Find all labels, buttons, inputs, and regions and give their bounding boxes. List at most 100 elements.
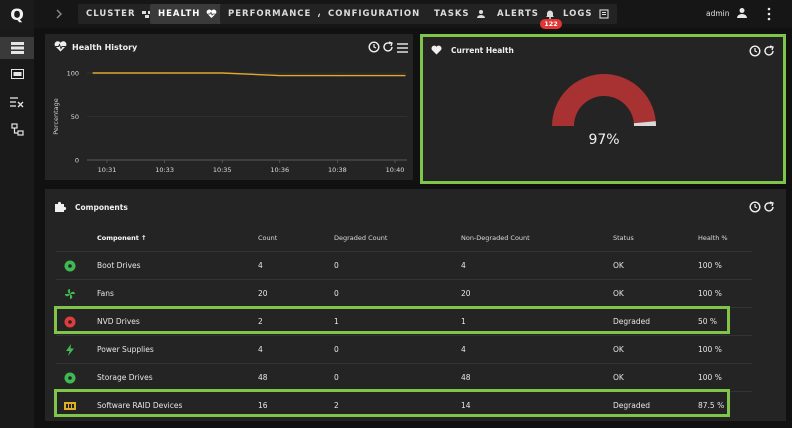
user-icon[interactable] bbox=[736, 7, 748, 19]
y-axis-label: Percentage bbox=[52, 98, 60, 135]
bell-icon bbox=[545, 10, 554, 19]
network-icon bbox=[10, 122, 24, 136]
cell-component: Boot Drives bbox=[97, 261, 141, 270]
cell-status: OK bbox=[613, 289, 624, 298]
y-tick-label: 50 bbox=[71, 113, 79, 121]
cell-count: 16 bbox=[258, 401, 268, 410]
tab-logs[interactable]: LOGS bbox=[555, 4, 618, 24]
cell-non-degraded: 4 bbox=[461, 345, 466, 354]
current-health-panel bbox=[420, 34, 786, 184]
cell-component: Software RAID Devices bbox=[97, 401, 183, 410]
x-tick-label: 10:38 bbox=[328, 166, 347, 174]
tab-cluster[interactable]: CLUSTER bbox=[78, 4, 161, 24]
current-health-gauge bbox=[552, 74, 656, 126]
clock-icon[interactable] bbox=[368, 41, 380, 53]
highlight-software-raid-row bbox=[54, 389, 730, 417]
health-history-panel bbox=[45, 34, 413, 180]
alerts-count-badge[interactable]: 122 bbox=[540, 19, 562, 29]
y-tick-label: 100 bbox=[67, 70, 79, 78]
tab-performance[interactable]: PERFORMANCE bbox=[220, 4, 337, 24]
more-menu-icon[interactable] bbox=[766, 7, 772, 21]
tab-logs-label: LOGS bbox=[563, 9, 593, 19]
cell-health: 100 % bbox=[698, 289, 722, 298]
cell-status: OK bbox=[613, 261, 624, 270]
column-header-component-label: Component bbox=[97, 234, 139, 242]
sidebar-item-network[interactable] bbox=[0, 118, 34, 140]
column-header-component[interactable]: Component ↑ bbox=[97, 234, 147, 242]
column-header-status[interactable]: Status bbox=[613, 234, 634, 242]
list-view-icon bbox=[10, 42, 24, 54]
cell-health: 87.5 % bbox=[698, 401, 725, 410]
cell-health: 100 % bbox=[698, 345, 722, 354]
data-point bbox=[164, 72, 166, 74]
heartbeat-icon bbox=[54, 41, 67, 52]
cell-degraded: 1 bbox=[334, 317, 339, 326]
table-row[interactable]: Power Supplies 4 0 4 OK 100 % bbox=[56, 335, 752, 363]
drive-error-icon bbox=[64, 316, 76, 328]
cell-component: Storage Drives bbox=[97, 373, 153, 382]
clock-icon[interactable] bbox=[749, 201, 761, 213]
cell-component: Power Supplies bbox=[97, 345, 154, 354]
data-point bbox=[221, 72, 223, 74]
username-label[interactable]: admin bbox=[706, 9, 730, 18]
clock-icon[interactable] bbox=[749, 45, 761, 57]
x-tick-label: 10:35 bbox=[213, 166, 232, 174]
cell-health: 100 % bbox=[698, 261, 722, 270]
refresh-icon[interactable] bbox=[763, 201, 775, 213]
top-bar: Q CLUSTER HEALTH PERFORMANCE CONFIGURATI… bbox=[0, 0, 792, 29]
cell-non-degraded: 48 bbox=[461, 373, 471, 382]
cell-degraded: 0 bbox=[334, 373, 339, 382]
table-row[interactable]: Fans 20 0 20 OK 100 % bbox=[56, 279, 752, 307]
cell-component: Fans bbox=[97, 289, 114, 298]
cell-count: 20 bbox=[258, 289, 268, 298]
x-tick-label: 10:31 bbox=[98, 166, 117, 174]
tab-health[interactable]: HEALTH bbox=[150, 4, 226, 24]
cell-health: 100 % bbox=[698, 373, 722, 382]
health-history-line-chart: Percentage 0 50 100 10:31 10:33 10:35 10:36 10:3… bbox=[52, 70, 407, 174]
logs-icon bbox=[599, 9, 610, 19]
table-row[interactable]: Storage Drives 48 0 48 OK 100 % bbox=[56, 363, 752, 391]
x-tick-label: 10:36 bbox=[270, 166, 289, 174]
column-header-count[interactable]: Count bbox=[258, 234, 278, 242]
chevron-right-icon[interactable] bbox=[54, 8, 66, 20]
components-panel bbox=[45, 189, 786, 421]
highlight-nvd-drives-row bbox=[54, 306, 730, 334]
sidebar-item-drives[interactable] bbox=[0, 63, 34, 85]
refresh-icon[interactable] bbox=[763, 45, 775, 57]
cell-degraded: 0 bbox=[334, 289, 339, 298]
table-row[interactable]: Boot Drives 4 0 4 OK 100 % bbox=[56, 251, 752, 279]
cell-count: 4 bbox=[258, 261, 263, 270]
tab-performance-label: PERFORMANCE bbox=[228, 9, 312, 19]
y-tick-label: 0 bbox=[75, 157, 79, 165]
sidebar-item-list-view[interactable] bbox=[0, 37, 34, 59]
refresh-icon[interactable] bbox=[382, 41, 394, 53]
gauge-remainder-arc bbox=[633, 121, 656, 126]
column-header-degraded-count[interactable]: Degraded Count bbox=[334, 234, 388, 242]
data-point bbox=[336, 75, 338, 77]
tab-tasks[interactable]: TASKS bbox=[426, 4, 494, 24]
cell-count: 4 bbox=[258, 345, 263, 354]
hamburger-menu-icon[interactable] bbox=[397, 43, 408, 53]
tab-configuration-label: CONFIGURATION bbox=[328, 9, 421, 19]
cell-non-degraded: 14 bbox=[461, 401, 471, 410]
column-header-health[interactable]: Health % bbox=[698, 234, 728, 242]
column-header-non-degraded-count[interactable]: Non-Degraded Count bbox=[461, 234, 530, 242]
cell-status: Degraded bbox=[613, 401, 650, 410]
cell-status: OK bbox=[613, 345, 624, 354]
drive-ok-icon bbox=[64, 372, 76, 384]
sidebar-item-list-clear[interactable] bbox=[0, 91, 34, 113]
x-tick-label: 10:40 bbox=[386, 166, 405, 174]
cluster-icon bbox=[141, 10, 152, 18]
power-icon bbox=[66, 344, 74, 356]
drive-ok-icon bbox=[64, 260, 76, 272]
cell-non-degraded: 1 bbox=[461, 317, 466, 326]
tab-alerts-label: ALERTS bbox=[497, 9, 539, 19]
cell-status: Degraded bbox=[613, 317, 650, 326]
cell-count: 2 bbox=[258, 317, 263, 326]
tab-tasks-label: TASKS bbox=[434, 9, 470, 19]
current-health-title: Current Health bbox=[451, 46, 514, 55]
x-tick-label: 10:33 bbox=[155, 166, 174, 174]
app-logo[interactable]: Q bbox=[0, 0, 34, 28]
cell-health: 50 % bbox=[698, 317, 718, 326]
cell-non-degraded: 20 bbox=[461, 289, 471, 298]
